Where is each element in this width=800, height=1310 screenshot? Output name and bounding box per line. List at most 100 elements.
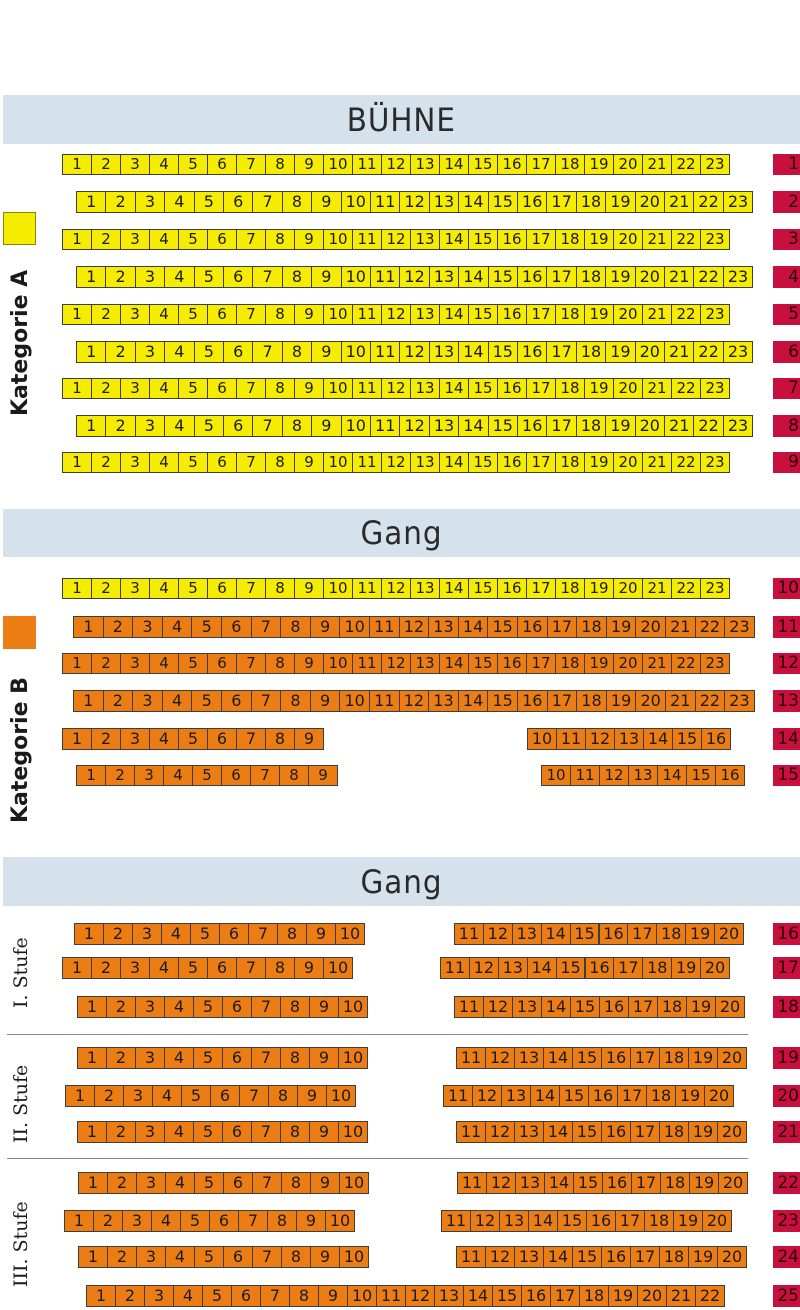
seat[interactable]: 17	[627, 923, 658, 945]
seat[interactable]: 10	[339, 1172, 369, 1194]
seat[interactable]: 18	[576, 690, 607, 712]
seat[interactable]: 23	[722, 266, 754, 288]
seat[interactable]: 3	[120, 229, 150, 250]
seat[interactable]: 15	[572, 1121, 602, 1143]
seat[interactable]: 2	[91, 653, 121, 674]
seat[interactable]: 20	[717, 1121, 747, 1143]
seat[interactable]: 10	[323, 653, 353, 674]
seat[interactable]: 4	[161, 690, 193, 712]
seat[interactable]: 10	[541, 765, 571, 786]
seat[interactable]: 9	[309, 1047, 339, 1069]
seat[interactable]: 15	[492, 1285, 522, 1307]
seat[interactable]: 14	[463, 1285, 493, 1307]
seat[interactable]: 4	[161, 616, 193, 638]
seat[interactable]: 20	[613, 229, 643, 250]
seat[interactable]: 4	[149, 653, 179, 674]
seat[interactable]: 1	[62, 304, 92, 325]
seat[interactable]: 10	[323, 957, 353, 979]
seat[interactable]: 15	[572, 1246, 602, 1268]
seat[interactable]: 13	[410, 229, 440, 250]
seat[interactable]: 8	[281, 341, 313, 363]
seat[interactable]: 16	[517, 266, 548, 288]
seat[interactable]: 1	[64, 1210, 94, 1232]
seat[interactable]: 10	[338, 996, 368, 1018]
seat[interactable]: 11	[352, 578, 382, 599]
seat[interactable]: 5	[178, 452, 208, 473]
seat[interactable]: 18	[656, 923, 687, 945]
seat[interactable]: 5	[178, 578, 208, 599]
seat[interactable]: 4	[149, 229, 179, 250]
seat[interactable]: 17	[526, 304, 556, 325]
seat[interactable]: 6	[207, 378, 237, 399]
seat[interactable]: 15	[572, 1047, 602, 1069]
seat[interactable]: 11	[352, 378, 382, 399]
seat[interactable]: 1	[76, 191, 107, 213]
seat[interactable]: 13	[497, 957, 528, 979]
seat[interactable]: 5	[178, 653, 208, 674]
seat[interactable]: 15	[686, 765, 716, 786]
seat[interactable]: 1	[62, 578, 92, 599]
seat[interactable]: 8	[265, 452, 295, 473]
seat[interactable]: 14	[439, 452, 469, 473]
seat[interactable]: 18	[575, 415, 607, 437]
seat[interactable]: 1	[62, 378, 92, 399]
seat[interactable]: 1	[78, 1246, 108, 1268]
seat[interactable]: 15	[468, 578, 498, 599]
seat[interactable]: 1	[62, 452, 92, 473]
seat[interactable]: 19	[584, 229, 614, 250]
seat[interactable]: 21	[642, 229, 672, 250]
seat[interactable]: 9	[306, 923, 336, 945]
seat[interactable]: 19	[688, 1047, 718, 1069]
seat[interactable]: 4	[152, 1085, 182, 1107]
seat[interactable]: 13	[410, 578, 440, 599]
seat[interactable]: 16	[601, 1047, 631, 1069]
seat[interactable]: 13	[410, 452, 440, 473]
seat[interactable]: 19	[686, 996, 716, 1018]
seat[interactable]: 15	[487, 415, 518, 437]
seat[interactable]: 8	[281, 191, 313, 213]
seat[interactable]: 12	[470, 1210, 500, 1232]
seat[interactable]: 15	[557, 1210, 587, 1232]
seat[interactable]: 7	[252, 1246, 282, 1268]
seat[interactable]: 22	[671, 304, 701, 325]
seat[interactable]: 6	[207, 957, 237, 979]
seat[interactable]: 14	[530, 1085, 560, 1107]
seat[interactable]: 14	[439, 154, 469, 175]
seat[interactable]: 5	[178, 957, 208, 979]
seat[interactable]: 7	[252, 191, 283, 213]
seat[interactable]: 13	[428, 415, 460, 437]
seat[interactable]: 13	[628, 765, 658, 786]
seat[interactable]: 9	[294, 653, 324, 674]
seat[interactable]: 21	[666, 1285, 696, 1307]
seat[interactable]: 23	[700, 452, 730, 473]
seat[interactable]: 2	[105, 191, 136, 213]
seat[interactable]: 4	[149, 957, 179, 979]
seat[interactable]: 3	[132, 923, 162, 945]
seat[interactable]: 17	[546, 341, 577, 363]
seat[interactable]: 16	[497, 304, 527, 325]
seat[interactable]: 4	[164, 415, 195, 437]
seat[interactable]: 12	[585, 728, 615, 750]
seat[interactable]: 18	[576, 616, 607, 638]
seat[interactable]: 7	[236, 957, 266, 979]
seat[interactable]: 20	[613, 304, 643, 325]
seat[interactable]: 15	[487, 341, 518, 363]
seat[interactable]: 1	[74, 923, 104, 945]
seat[interactable]: 13	[499, 1210, 529, 1232]
seat[interactable]: 19	[605, 415, 636, 437]
seat[interactable]: 19	[689, 1172, 719, 1194]
seat[interactable]: 8	[265, 957, 295, 979]
seat[interactable]: 7	[236, 229, 266, 250]
seat[interactable]: 8	[265, 378, 295, 399]
seat[interactable]: 10	[325, 1210, 355, 1232]
seat[interactable]: 11	[454, 996, 484, 1018]
seat[interactable]: 21	[642, 578, 672, 599]
seat[interactable]: 8	[265, 728, 295, 750]
seat[interactable]: 1	[78, 1172, 108, 1194]
seat[interactable]: 11	[556, 728, 586, 750]
seat[interactable]: 2	[94, 1085, 124, 1107]
seat[interactable]: 3	[144, 1285, 174, 1307]
seat[interactable]: 12	[381, 229, 411, 250]
seat[interactable]: 23	[724, 616, 755, 638]
seat[interactable]: 4	[164, 996, 194, 1018]
